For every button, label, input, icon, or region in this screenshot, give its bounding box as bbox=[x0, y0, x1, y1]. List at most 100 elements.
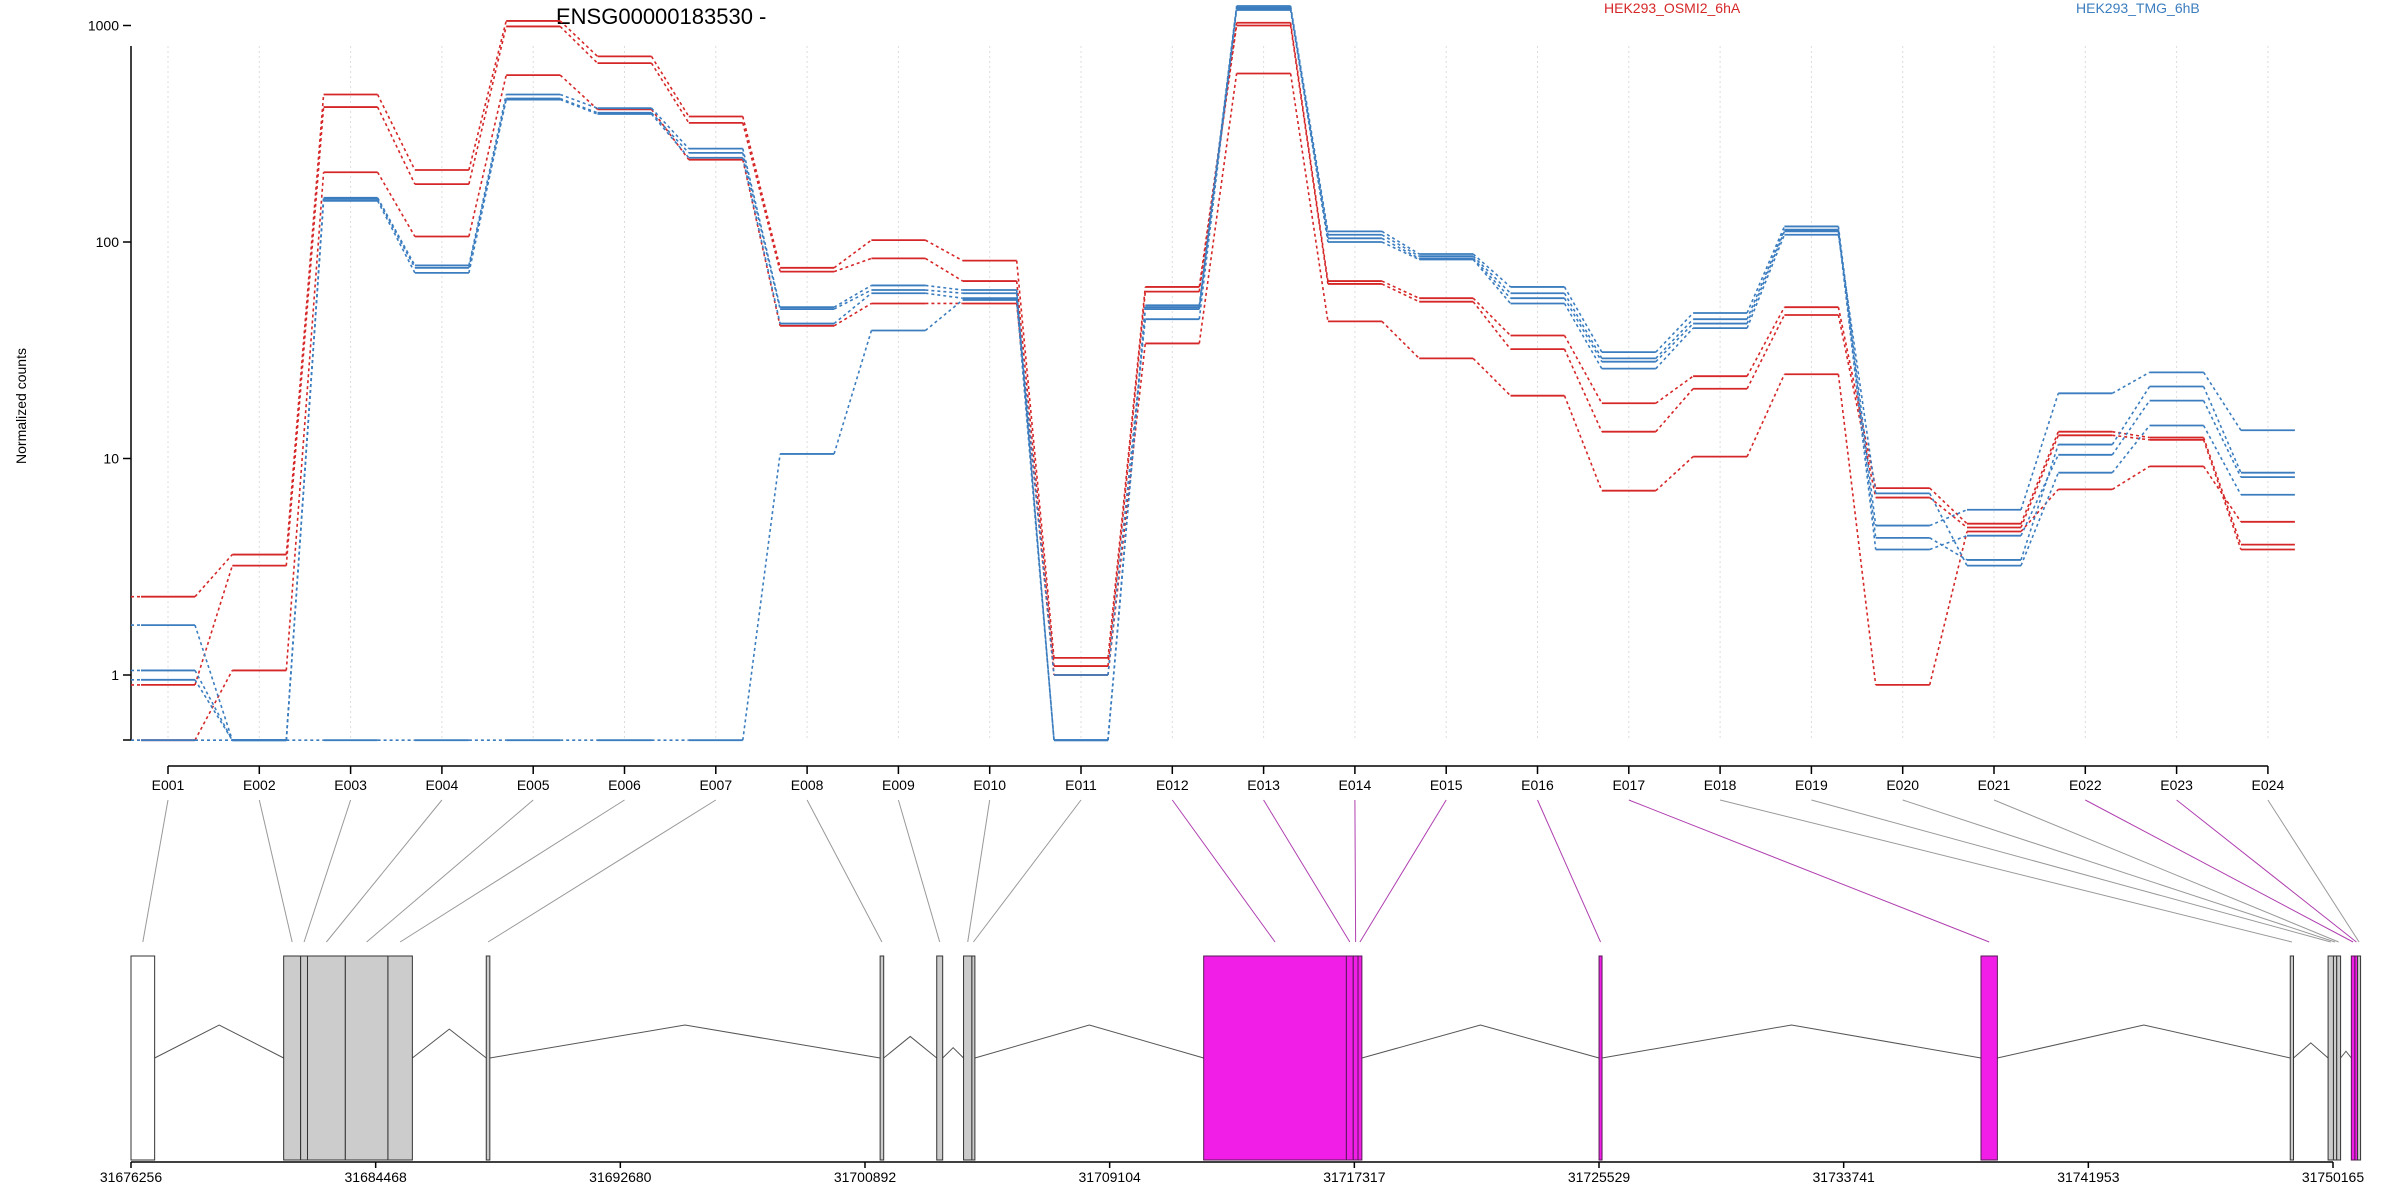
genomic-tick-label: 31741953 bbox=[2057, 1169, 2120, 1185]
y-tick-label: 1 bbox=[111, 667, 119, 683]
intron-line bbox=[974, 1024, 1204, 1059]
x-tick-label: E012 bbox=[1156, 777, 1189, 793]
exon-connector bbox=[1537, 799, 1601, 943]
exon-connector bbox=[366, 799, 534, 943]
x-tick-label: E009 bbox=[882, 777, 915, 793]
gene-model: 31676256 31684468 31692680 31700892 31709104… bbox=[100, 955, 2365, 1185]
y-tick-label: 1000 bbox=[88, 18, 119, 34]
x-tick-label: E013 bbox=[1247, 777, 1280, 793]
exon-box bbox=[2289, 955, 2295, 1161]
exon-connector bbox=[967, 799, 991, 943]
exon-connector bbox=[1719, 799, 2293, 943]
series-1-line bbox=[141, 24, 2295, 686]
exon-connector bbox=[326, 799, 443, 943]
genomic-tick-label: 31750165 bbox=[2302, 1169, 2365, 1185]
series-4-line bbox=[141, 6, 2295, 742]
genomic-tick-label: 31725529 bbox=[1568, 1169, 1631, 1185]
exon-connector bbox=[897, 799, 941, 943]
y-tick-label: 100 bbox=[96, 234, 120, 250]
series-3-transitions bbox=[131, 5, 2242, 741]
series-3-line bbox=[141, 5, 2295, 742]
intron-line bbox=[489, 1024, 881, 1059]
exon-box bbox=[2357, 955, 2362, 1161]
genomic-tick-label: 31733741 bbox=[1813, 1169, 1876, 1185]
intron-line bbox=[1361, 1024, 1600, 1059]
exon-connector bbox=[2085, 799, 2354, 943]
exon-connector bbox=[1902, 799, 2336, 943]
genomic-tick-label: 31684468 bbox=[345, 1169, 408, 1185]
exon-connector bbox=[1171, 799, 1276, 943]
x-tick-label: E020 bbox=[1886, 777, 1919, 793]
exon-box bbox=[344, 955, 389, 1161]
exon-connector bbox=[1628, 799, 1990, 943]
series-5-line bbox=[141, 7, 2295, 742]
exon-box bbox=[1345, 955, 1354, 1161]
x-tick-label: E003 bbox=[334, 777, 367, 793]
exon-box bbox=[2327, 955, 2334, 1161]
x-tick-label: E022 bbox=[2069, 777, 2102, 793]
intron-line bbox=[154, 1024, 284, 1059]
exon-box bbox=[971, 955, 976, 1161]
x-tick-label: E010 bbox=[973, 777, 1006, 793]
series-1-transitions bbox=[131, 25, 2242, 686]
intron-line bbox=[2340, 1050, 2352, 1059]
exon-connector bbox=[142, 799, 169, 943]
x-tick-label: E019 bbox=[1795, 777, 1828, 793]
exon-connector bbox=[1811, 799, 2331, 943]
genomic-tick-label: 31700892 bbox=[834, 1169, 897, 1185]
exon-box bbox=[1980, 955, 1998, 1161]
x-tick-label: E016 bbox=[1521, 777, 1554, 793]
exon-connector bbox=[1263, 799, 1351, 943]
chart-title: ENSG00000183530 - bbox=[556, 4, 766, 29]
intron-line bbox=[2293, 1042, 2329, 1059]
exon-box bbox=[879, 955, 885, 1161]
series-2-transitions bbox=[131, 73, 2242, 741]
x-tick-label: E018 bbox=[1704, 777, 1737, 793]
exon-box bbox=[1203, 955, 1347, 1161]
x-tick-label: E008 bbox=[791, 777, 824, 793]
series-6-line bbox=[141, 9, 2295, 742]
x-tick-label: E007 bbox=[699, 777, 732, 793]
exon-connector bbox=[1354, 799, 1357, 943]
exon-box bbox=[1352, 955, 1359, 1161]
intron-line bbox=[883, 1035, 938, 1059]
exon-box bbox=[2336, 955, 2342, 1161]
exon-connector bbox=[487, 799, 717, 943]
exon-connector bbox=[972, 799, 1082, 943]
grid-layer bbox=[167, 46, 2269, 740]
legend-label-group-1: HEK293_TMG_6hB bbox=[2076, 0, 2200, 16]
exon-connector bbox=[1993, 799, 2339, 943]
genomic-tick-label: 31709104 bbox=[1079, 1169, 1142, 1185]
exon-connector bbox=[303, 799, 352, 943]
exon-box bbox=[283, 955, 302, 1161]
series-layer bbox=[131, 5, 2295, 742]
genomic-tick-label: 31676256 bbox=[100, 1169, 163, 1185]
exon-box bbox=[485, 955, 491, 1161]
x-tick-label: E006 bbox=[608, 777, 641, 793]
series-0-transitions bbox=[131, 20, 2242, 658]
exon-connector bbox=[399, 799, 625, 943]
exon-box bbox=[387, 955, 413, 1161]
y-axis-label: Normalized counts bbox=[13, 348, 29, 464]
series-2-line bbox=[141, 72, 2295, 742]
exon-box bbox=[130, 955, 156, 1161]
exon-box bbox=[1598, 955, 1603, 1161]
intron-line bbox=[942, 1046, 964, 1059]
x-tick-label: E024 bbox=[2252, 777, 2285, 793]
exon-connector bbox=[2267, 799, 2360, 943]
genomic-tick-label: 31692680 bbox=[589, 1169, 652, 1185]
genomic-tick-label: 31717317 bbox=[1323, 1169, 1386, 1185]
intron-line bbox=[1601, 1024, 1982, 1059]
x-tick-label: E017 bbox=[1612, 777, 1645, 793]
x-tick-label: E014 bbox=[1339, 777, 1372, 793]
exon-connector bbox=[1359, 799, 1447, 943]
exon-box bbox=[963, 955, 973, 1161]
intron-line bbox=[412, 1028, 487, 1059]
y-tick-label: 10 bbox=[103, 451, 119, 467]
exon-box bbox=[300, 955, 308, 1161]
series-6-transitions bbox=[131, 9, 2242, 741]
x-tick-label: E011 bbox=[1065, 777, 1097, 793]
x-tick-label: E015 bbox=[1430, 777, 1463, 793]
x-tick-label: E004 bbox=[426, 777, 459, 793]
